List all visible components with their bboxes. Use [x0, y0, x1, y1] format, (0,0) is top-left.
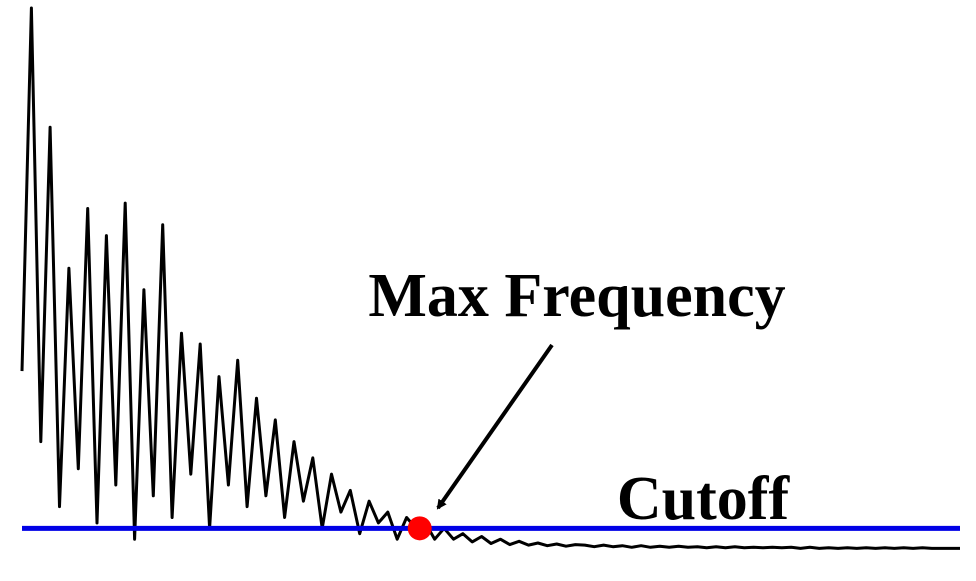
max-frequency-point	[407, 516, 432, 541]
arrow	[436, 343, 554, 510]
max-frequency-label: Max Frequency	[368, 262, 785, 330]
cutoff-label: Cutoff	[617, 465, 791, 533]
spectrum-line	[20, 6, 960, 550]
